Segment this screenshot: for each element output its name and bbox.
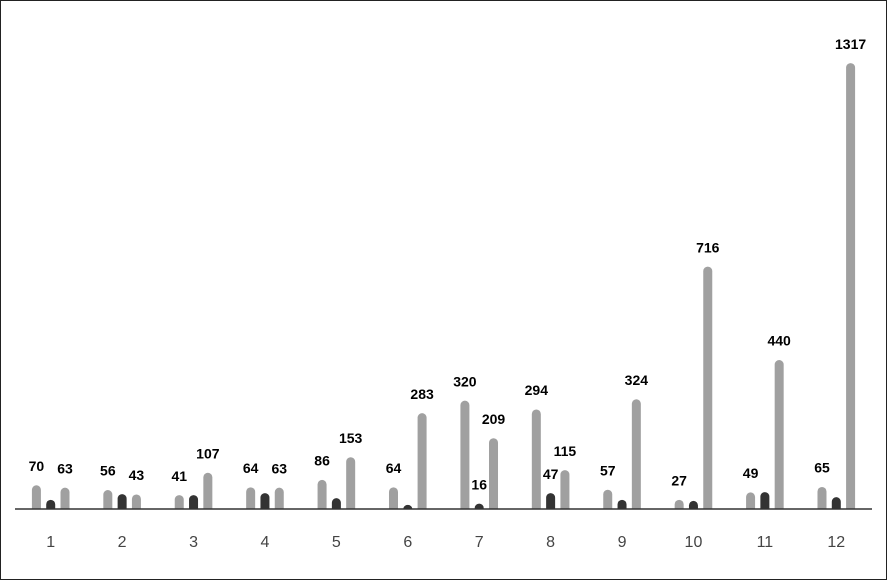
- x-tick-label: 2: [118, 534, 127, 551]
- data-label: 107: [196, 445, 220, 461]
- data-label: 43: [129, 467, 145, 483]
- data-label: 41: [171, 468, 187, 484]
- bar: [60, 487, 70, 509]
- x-tick-label: 12: [827, 534, 845, 551]
- bar: [331, 498, 341, 509]
- x-tick-label: 1: [46, 534, 55, 551]
- x-tick-label: 4: [261, 534, 270, 551]
- bar: [460, 400, 470, 509]
- bar: [546, 493, 556, 509]
- data-label: 49: [743, 465, 759, 481]
- bar: [260, 493, 270, 509]
- x-tick-label: 10: [685, 534, 703, 551]
- bar: [817, 486, 827, 509]
- data-label: 294: [525, 382, 549, 398]
- x-tick-label: 5: [332, 534, 341, 551]
- bar: [688, 500, 698, 509]
- bar: [174, 495, 184, 509]
- x-tick-label: 6: [403, 534, 412, 551]
- data-label: 27: [671, 473, 687, 489]
- bar: [617, 499, 627, 509]
- data-label: 716: [696, 239, 720, 255]
- x-tick-label: 3: [189, 534, 198, 551]
- bar: [346, 457, 356, 509]
- x-tick-label: 9: [618, 534, 627, 551]
- bar: [103, 490, 113, 509]
- bar: [489, 438, 499, 509]
- bar: [774, 360, 784, 509]
- data-label: 65: [814, 460, 830, 476]
- data-label: 63: [271, 460, 287, 476]
- x-tick-label: 7: [475, 534, 484, 551]
- bar: [131, 494, 141, 509]
- data-label: 1317: [835, 36, 866, 52]
- data-label: 70: [29, 458, 45, 474]
- bar: [388, 487, 398, 509]
- data-label: 324: [625, 372, 649, 388]
- bar: [631, 399, 641, 509]
- data-label: 63: [57, 460, 73, 476]
- bar: [603, 489, 613, 509]
- bar: [746, 492, 756, 509]
- bar: [760, 492, 770, 509]
- bar: [560, 470, 570, 509]
- bar: [189, 495, 199, 509]
- data-label: 47: [543, 466, 559, 482]
- bar: [274, 487, 284, 509]
- data-label: 320: [453, 373, 477, 389]
- data-label: 209: [482, 411, 506, 427]
- bar: [703, 266, 713, 509]
- bar: [403, 504, 413, 509]
- data-label: 64: [386, 460, 402, 476]
- bar: [474, 503, 484, 509]
- data-label: 283: [410, 386, 434, 402]
- data-label: 440: [767, 333, 791, 349]
- bar: [46, 499, 56, 509]
- data-label: 56: [100, 463, 116, 479]
- bar: [531, 409, 541, 509]
- data-label: 86: [314, 453, 330, 469]
- bar: [31, 485, 41, 509]
- x-tick-label: 11: [757, 534, 774, 551]
- bar: [674, 499, 684, 509]
- bar: [203, 472, 213, 509]
- bar: [117, 494, 127, 509]
- bar: [417, 413, 427, 509]
- bar: [846, 63, 856, 509]
- data-label: 115: [554, 443, 577, 459]
- x-tick-label: 8: [546, 534, 555, 551]
- data-label: 57: [600, 462, 616, 478]
- data-label: 64: [243, 460, 259, 476]
- bar: [317, 479, 327, 509]
- bar: [246, 487, 256, 509]
- data-label: 16: [471, 476, 487, 492]
- data-label: 153: [339, 430, 363, 446]
- bar: [831, 497, 841, 509]
